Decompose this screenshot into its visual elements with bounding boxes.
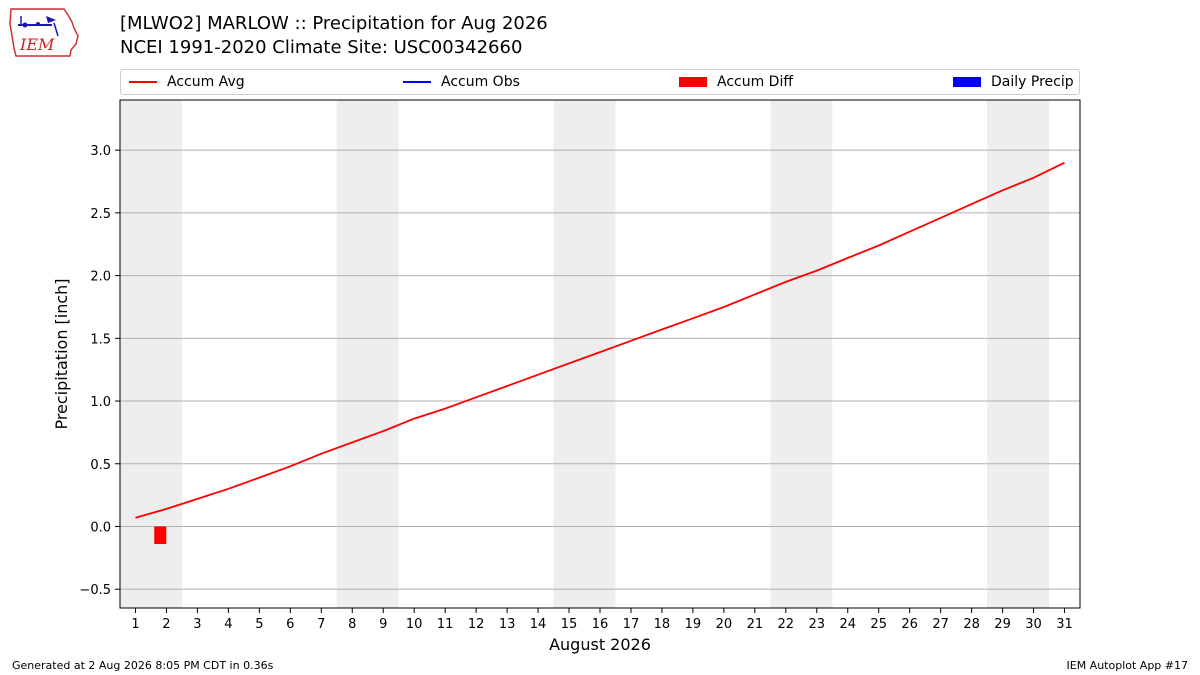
plot-frame — [119, 99, 1081, 609]
x-tick-label: 13 — [499, 617, 516, 632]
legend: Accum Avg Accum Obs Accum Diff Daily Pre… — [120, 69, 1080, 95]
y-tick-label: 3.0 — [90, 144, 111, 159]
legend-label: Accum Obs — [441, 74, 520, 90]
y-axis-label: Precipitation [inch] — [52, 278, 71, 429]
y-tick-label: −0.5 — [79, 583, 111, 598]
weekend-band — [987, 100, 1050, 608]
x-tick-label: 21 — [747, 617, 764, 632]
y-tick-label: 2.0 — [90, 270, 111, 285]
x-tick-label: 4 — [224, 617, 232, 632]
legend-item-daily-precip: Daily Precip — [953, 74, 1074, 90]
weekend-band — [770, 100, 833, 608]
weekend-band — [336, 100, 399, 608]
y-tick-label: 1.0 — [90, 395, 111, 410]
legend-swatch-accum-obs — [403, 81, 431, 83]
x-tick-label: 26 — [901, 617, 918, 632]
footer-app-text: IEM Autoplot App #17 — [1066, 659, 1189, 672]
x-tick-label: 31 — [1056, 617, 1073, 632]
y-tick-label: 0.5 — [90, 458, 111, 473]
x-tick-label: 5 — [255, 617, 263, 632]
legend-label: Accum Avg — [167, 74, 245, 90]
legend-item-accum-avg: Accum Avg — [129, 74, 245, 90]
x-tick-label: 14 — [530, 617, 547, 632]
x-tick-label: 23 — [809, 617, 826, 632]
legend-swatch-accum-avg — [129, 81, 157, 83]
x-tick-label: 19 — [685, 617, 702, 632]
y-tick-label: 0.0 — [90, 520, 111, 535]
x-axis-label: August 2026 — [549, 635, 651, 654]
x-tick-label: 28 — [963, 617, 980, 632]
x-tick-label: 30 — [1025, 617, 1042, 632]
y-tick-label: 1.5 — [90, 332, 111, 347]
x-tick-label: 12 — [468, 617, 485, 632]
x-tick-label: 24 — [839, 617, 856, 632]
legend-label: Daily Precip — [991, 74, 1074, 90]
x-tick-label: 18 — [654, 617, 671, 632]
legend-item-accum-obs: Accum Obs — [403, 74, 520, 90]
footer-generated-text: Generated at 2 Aug 2026 8:05 PM CDT in 0… — [12, 659, 274, 672]
x-tick-label: 25 — [870, 617, 887, 632]
x-tick-label: 11 — [437, 617, 454, 632]
legend-swatch-accum-diff — [679, 77, 707, 87]
chart-subtitle: NCEI 1991-2020 Climate Site: USC00342660 — [120, 37, 523, 58]
legend-swatch-daily-precip — [953, 77, 981, 87]
legend-item-accum-diff: Accum Diff — [679, 74, 793, 90]
series-line-accum-avg — [135, 161, 1065, 519]
x-tick-label: 27 — [932, 617, 949, 632]
x-tick-label: 15 — [561, 617, 578, 632]
bar-accum-diff — [154, 526, 167, 545]
weekend-band — [553, 100, 616, 608]
chart-title: [MLWO2] MARLOW :: Precipitation for Aug … — [120, 13, 548, 34]
logo-text: IEM — [19, 35, 55, 54]
x-tick-label: 17 — [623, 617, 640, 632]
legend-label: Accum Diff — [717, 74, 794, 90]
x-tick-label: 8 — [348, 617, 356, 632]
x-tick-label: 29 — [994, 617, 1011, 632]
x-tick-label: 16 — [592, 617, 609, 632]
x-tick-label: 10 — [406, 617, 423, 632]
x-tick-label: 22 — [778, 617, 795, 632]
iem-logo: IEM — [9, 8, 79, 57]
y-tick-label: 2.5 — [90, 207, 111, 222]
x-tick-label: 9 — [379, 617, 387, 632]
x-tick-label: 3 — [193, 617, 201, 632]
x-tick-label: 20 — [716, 617, 733, 632]
x-tick-label: 1 — [131, 617, 139, 632]
weekend-band — [120, 100, 182, 608]
x-tick-label: 2 — [162, 617, 170, 632]
x-tick-label: 6 — [286, 617, 294, 632]
x-tick-label: 7 — [317, 617, 325, 632]
